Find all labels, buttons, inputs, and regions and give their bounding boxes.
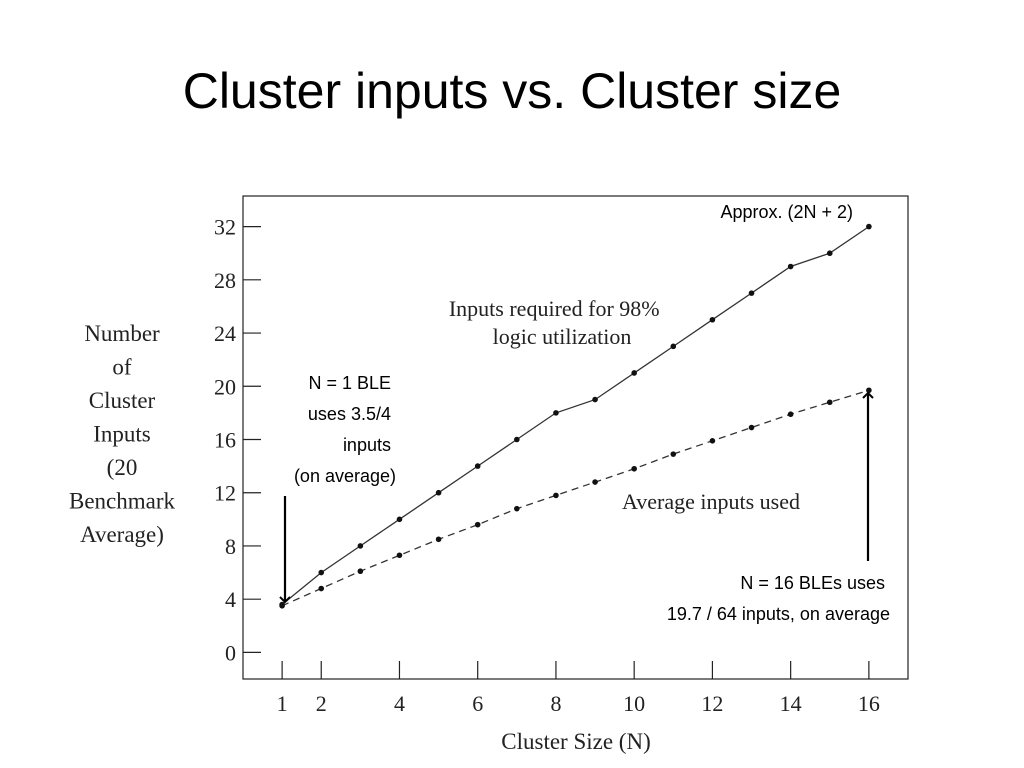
- x-tick-label-1: 1: [277, 691, 288, 716]
- n1-annotation-line-3: inputs: [343, 435, 391, 455]
- x-tick-label-6: 6: [472, 691, 483, 716]
- y-tick-label-20: 20: [214, 374, 236, 399]
- average-inputs-point-10: [631, 465, 637, 472]
- required-inputs-point-10: [631, 370, 637, 376]
- n1-annotation-line-1: N = 1 BLE: [308, 373, 391, 393]
- dashed-line-label: Average inputs used: [622, 489, 800, 514]
- y-axis: 0 4 8 12 16 20 24 28 32: [214, 215, 261, 665]
- approx-annotation: Approx. (2N + 2): [720, 202, 853, 222]
- x-tick-label-4: 4: [394, 691, 405, 716]
- average-inputs-point-8: [553, 492, 559, 499]
- y-tick-label-28: 28: [214, 268, 236, 293]
- x-tick-label-14: 14: [780, 691, 802, 716]
- average-inputs-point-15: [826, 399, 833, 406]
- n16-annotation-line-2: 19.7 / 64 inputs, on average: [667, 604, 890, 624]
- required-inputs-point-16: [866, 223, 872, 230]
- y-tick-label-0: 0: [225, 640, 236, 665]
- series-layer: [279, 223, 872, 609]
- n1-annotation: N = 1 BLE uses 3.5/4 inputs (on average): [294, 373, 396, 486]
- y-tick-label-4: 4: [225, 587, 236, 612]
- required-inputs-point-9: [592, 396, 598, 403]
- average-inputs-point-14: [787, 411, 794, 418]
- average-inputs-point-12: [709, 438, 716, 444]
- average-inputs-point-9: [592, 479, 598, 485]
- average-inputs-point-2: [318, 585, 325, 592]
- x-tick-label-10: 10: [623, 691, 645, 716]
- required-inputs-point-2: [318, 569, 325, 576]
- required-inputs-line: [281, 226, 870, 606]
- required-inputs-point-15: [826, 250, 833, 257]
- y-axis-label-line-6: Benchmark: [69, 489, 176, 514]
- average-inputs-line: [281, 389, 870, 607]
- required-inputs-point-6: [474, 463, 481, 469]
- solid-line-label-1: Inputs required for 98%: [449, 296, 660, 321]
- x-tick-label-8: 8: [550, 691, 561, 716]
- average-inputs-point-4: [396, 552, 403, 559]
- average-inputs-point-7: [514, 505, 520, 512]
- solid-line-label-2: logic utilization: [493, 324, 632, 349]
- required-inputs-point-14: [787, 263, 794, 270]
- y-tick-label-8: 8: [225, 534, 236, 559]
- y-axis-label-line-5: (20: [107, 455, 138, 480]
- y-axis-label: Number of Cluster Inputs (20 Benchmark Average…: [69, 321, 176, 547]
- y-tick-label-24: 24: [214, 321, 236, 346]
- average-inputs-point-11: [670, 451, 677, 457]
- n1-annotation-line-2: uses 3.5/4: [308, 404, 391, 424]
- required-inputs-point-13: [748, 290, 755, 296]
- plot-frame: [242, 195, 909, 680]
- x-tick-label-16: 16: [858, 691, 880, 716]
- required-inputs-point-4: [396, 516, 403, 523]
- required-inputs-point-7: [514, 436, 520, 443]
- required-inputs-point-8: [553, 410, 559, 416]
- x-tick-label-12: 12: [701, 691, 723, 716]
- y-axis-label-line-7: Average): [80, 522, 164, 547]
- y-tick-label-16: 16: [214, 427, 236, 452]
- average-inputs-point-16: [866, 387, 872, 394]
- y-axis-label-line-4: Inputs: [93, 422, 151, 447]
- y-tick-label-12: 12: [214, 481, 236, 506]
- n1-annotation-line-4: (on average): [294, 466, 396, 486]
- slide-title: Cluster inputs vs. Cluster size: [182, 63, 842, 119]
- y-axis-label-line-2: of: [112, 355, 132, 380]
- y-axis-label-line-1: Number: [84, 321, 160, 346]
- average-inputs-point-13: [748, 424, 755, 431]
- n16-annotation-line-1: N = 16 BLEs uses: [740, 573, 885, 593]
- average-inputs-point-1: [279, 603, 285, 609]
- y-axis-label-line-3: Cluster: [89, 388, 156, 413]
- average-inputs-point-5: [435, 536, 442, 543]
- y-tick-label-32: 32: [214, 215, 236, 240]
- solid-line-label: Inputs required for 98% logic utilizatio…: [449, 296, 665, 349]
- average-inputs-point-6: [474, 521, 481, 528]
- n16-annotation: N = 16 BLEs uses 19.7 / 64 inputs, on av…: [667, 573, 890, 624]
- required-inputs-point-12: [709, 316, 716, 323]
- x-axis: 1 2 4 6 8 10 12 14 16: [277, 661, 880, 716]
- x-axis-label: Cluster Size (N): [501, 729, 650, 754]
- required-inputs-point-11: [670, 343, 677, 350]
- average-inputs-point-3: [357, 568, 364, 575]
- x-tick-label-2: 2: [316, 691, 327, 716]
- required-inputs-point-5: [435, 489, 442, 496]
- required-inputs-point-3: [357, 543, 364, 549]
